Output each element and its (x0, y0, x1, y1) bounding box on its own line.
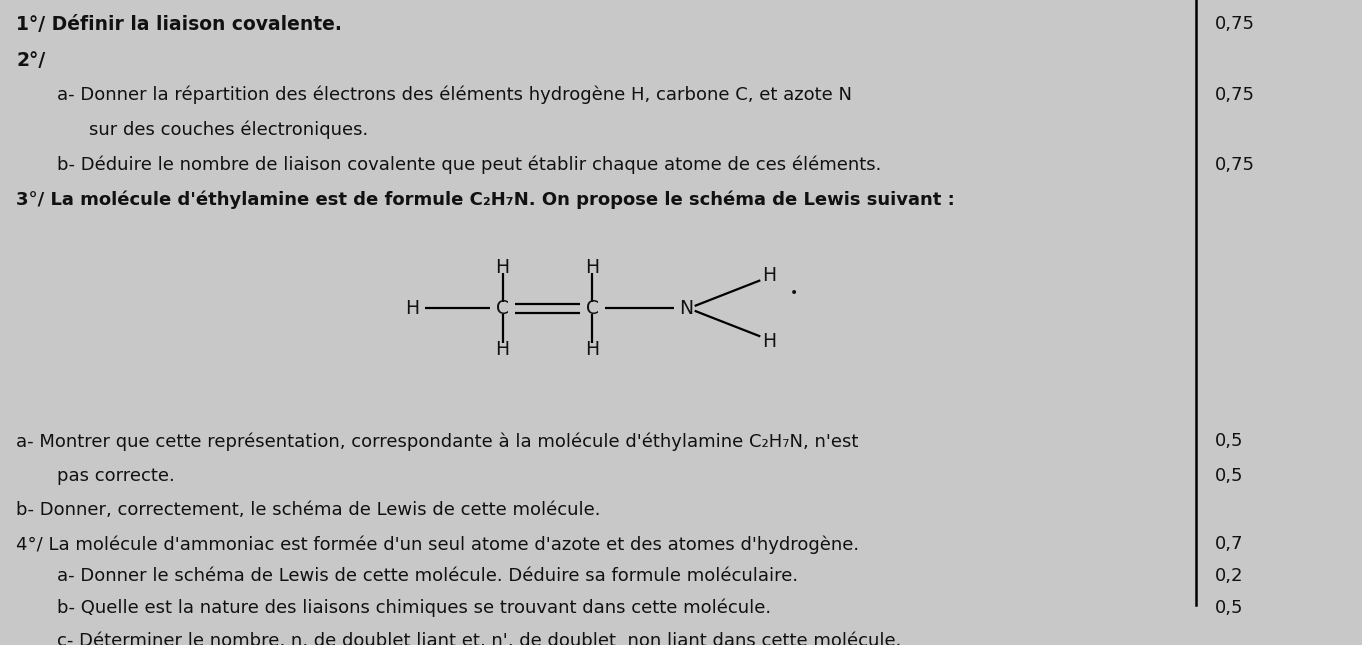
Text: N: N (680, 299, 693, 318)
Text: 0,5: 0,5 (1215, 432, 1244, 450)
Text: H: H (761, 332, 776, 351)
Text: 0,75: 0,75 (1215, 156, 1254, 174)
Text: 4°/ La molécule d'ammoniac est formée d'un seul atome d'azote et des atomes d'hy: 4°/ La molécule d'ammoniac est formée d'… (16, 535, 859, 553)
Text: sur des couches électroniques.: sur des couches électroniques. (89, 121, 368, 139)
Text: a- Montrer que cette représentation, correspondante à la molécule d'éthylamine C: a- Montrer que cette représentation, cor… (16, 432, 858, 451)
Text: H: H (406, 299, 419, 318)
Text: b- Quelle est la nature des liaisons chimiques se trouvant dans cette molécule.: b- Quelle est la nature des liaisons chi… (57, 599, 771, 617)
Text: b- Déduire le nombre de liaison covalente que peut établir chaque atome de ces é: b- Déduire le nombre de liaison covalent… (57, 156, 881, 175)
Text: H: H (586, 258, 599, 277)
Text: 1°/ Définir la liaison covalente.: 1°/ Définir la liaison covalente. (16, 15, 342, 34)
Text: 0,2: 0,2 (1215, 566, 1244, 584)
Text: 0,75: 0,75 (1215, 15, 1254, 33)
Text: C: C (496, 299, 509, 318)
Text: a- Donner la répartition des électrons des éléments hydrogène H, carbone C, et a: a- Donner la répartition des électrons d… (57, 86, 853, 104)
Text: 0,5: 0,5 (1215, 599, 1244, 617)
Text: H: H (761, 266, 776, 285)
Text: c- Déterminer le nombre, n, de doublet liant et, n', de doublet  non liant dans : c- Déterminer le nombre, n, de doublet l… (57, 632, 902, 645)
Text: b- Donner, correctement, le schéma de Lewis de cette molécule.: b- Donner, correctement, le schéma de Le… (16, 501, 601, 519)
Text: 3°/ La molécule d'éthylamine est de formule C₂H₇N. On propose le schéma de Lewis: 3°/ La molécule d'éthylamine est de form… (16, 190, 955, 209)
Text: 0,5: 0,5 (1215, 467, 1244, 485)
Text: 0,75: 0,75 (1215, 86, 1254, 104)
Text: H: H (496, 340, 509, 359)
Text: pas correcte.: pas correcte. (57, 467, 174, 485)
Text: 0,7: 0,7 (1215, 535, 1244, 553)
Text: 2°/: 2°/ (16, 52, 45, 70)
Text: H: H (586, 340, 599, 359)
Text: C: C (586, 299, 599, 318)
Text: H: H (496, 258, 509, 277)
Text: •: • (790, 286, 798, 301)
Text: a- Donner le schéma de Lewis de cette molécule. Déduire sa formule moléculaire.: a- Donner le schéma de Lewis de cette mo… (57, 566, 798, 584)
